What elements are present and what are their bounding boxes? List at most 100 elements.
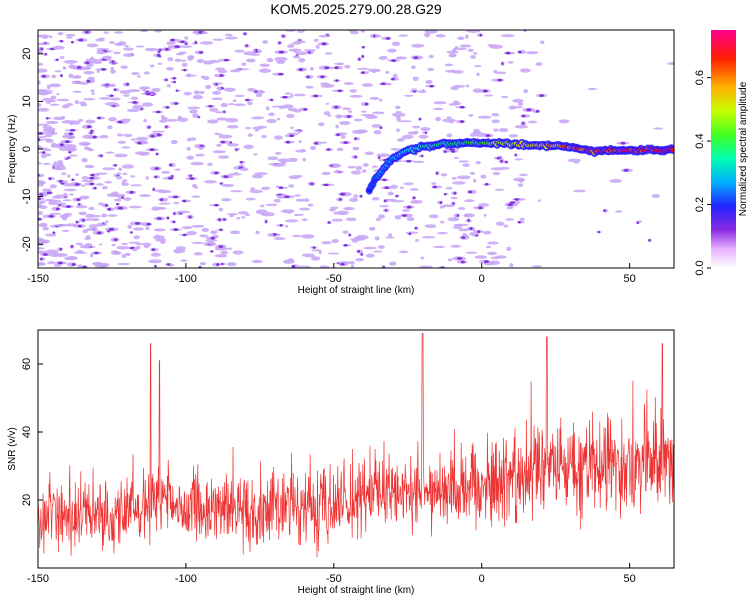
noise-patch	[67, 174, 71, 178]
noise-patch	[262, 40, 269, 44]
noise-patch	[252, 126, 263, 130]
noise-patch	[281, 209, 295, 214]
noise-patch	[151, 206, 160, 211]
noise-core	[170, 38, 175, 42]
noise-patch	[98, 202, 104, 206]
noise-core	[40, 257, 43, 261]
noise-core	[383, 199, 387, 203]
noise-core	[156, 110, 161, 114]
noise-core	[48, 214, 54, 218]
noise-patch	[192, 95, 204, 100]
noise-patch	[442, 204, 455, 208]
noise-core	[86, 125, 92, 129]
noise-patch	[290, 93, 294, 98]
noise-patch	[495, 71, 507, 75]
noise-patch	[186, 146, 191, 151]
noise-core	[82, 265, 87, 268]
noise-patch	[254, 259, 259, 263]
noise-patch	[196, 58, 205, 64]
noise-core	[340, 262, 345, 266]
noise-patch	[302, 157, 306, 162]
noise-patch	[38, 68, 48, 73]
noise-patch	[86, 43, 99, 48]
noise-patch	[243, 144, 254, 149]
noise-patch	[448, 54, 457, 58]
noise-core	[125, 83, 129, 86]
noise-patch	[298, 58, 306, 63]
noise-patch	[501, 95, 509, 99]
noise-patch	[90, 56, 94, 60]
noise-core	[188, 215, 192, 219]
noise-patch	[118, 167, 123, 171]
noise-patch	[38, 135, 47, 139]
noise-patch	[360, 30, 366, 33]
noise-patch	[205, 84, 212, 90]
noise-core	[158, 50, 161, 53]
noise-patch	[221, 183, 235, 188]
noise-patch	[38, 211, 44, 216]
noise-patch	[304, 49, 317, 52]
noise-core	[172, 76, 176, 80]
noise-patch	[446, 133, 453, 138]
noise-patch	[165, 119, 178, 122]
noise-patch	[234, 171, 239, 174]
noise-patch	[454, 156, 459, 160]
noise-core	[107, 207, 112, 211]
noise-patch	[38, 90, 47, 93]
noise-core	[303, 108, 308, 111]
noise-patch	[411, 43, 425, 48]
noise-core	[361, 55, 364, 58]
noise-patch	[119, 90, 132, 94]
noise-patch	[428, 54, 434, 59]
spectrogram-x-tick-label: -50	[326, 273, 342, 285]
spectrogram-y-tick-label: -20	[21, 236, 33, 252]
noise-core	[459, 120, 464, 123]
noise-patch	[247, 133, 253, 137]
noise-patch	[117, 140, 126, 144]
noise-patch	[260, 204, 265, 208]
noise-patch	[56, 98, 70, 102]
spectrogram-y-label: Frequency (Hz)	[7, 115, 18, 184]
noise-core	[623, 169, 629, 172]
noise-patch	[247, 87, 256, 92]
noise-patch	[531, 265, 543, 268]
noise-patch	[462, 234, 469, 237]
noise-patch	[122, 53, 135, 57]
noise-patch	[38, 222, 48, 228]
noise-patch	[311, 249, 322, 252]
noise-patch	[470, 54, 476, 59]
spectrogram-x-tick-label: -100	[175, 273, 197, 285]
noise-core	[449, 148, 455, 151]
noise-patch	[403, 182, 414, 186]
noise-core	[146, 222, 151, 226]
noise-patch	[519, 217, 526, 221]
noise-patch	[458, 228, 470, 232]
noise-core	[174, 45, 180, 49]
noise-patch	[419, 265, 433, 268]
noise-core	[336, 133, 340, 137]
noise-patch	[116, 246, 130, 250]
noise-patch	[127, 224, 133, 230]
noise-patch	[310, 66, 314, 71]
noise-patch	[100, 262, 110, 268]
noise-patch	[206, 119, 219, 124]
noise-patch	[344, 64, 351, 69]
noise-patch	[69, 135, 75, 139]
noise-patch	[63, 188, 77, 192]
noise-patch	[135, 245, 141, 250]
noise-patch	[280, 160, 286, 165]
noise-patch	[258, 68, 272, 73]
snr-frame	[37, 329, 675, 569]
noise-patch	[225, 36, 238, 40]
noise-patch	[451, 177, 457, 180]
noise-core	[173, 228, 179, 231]
noise-patch	[181, 62, 188, 67]
noise-core	[194, 41, 197, 44]
noise-core	[510, 201, 515, 204]
spectrogram-x-tick-label: 0	[479, 273, 485, 285]
noise-core	[354, 155, 357, 159]
noise-patch	[506, 246, 512, 251]
noise-patch	[507, 61, 514, 64]
noise-core	[334, 66, 339, 69]
noise-core	[406, 205, 412, 209]
